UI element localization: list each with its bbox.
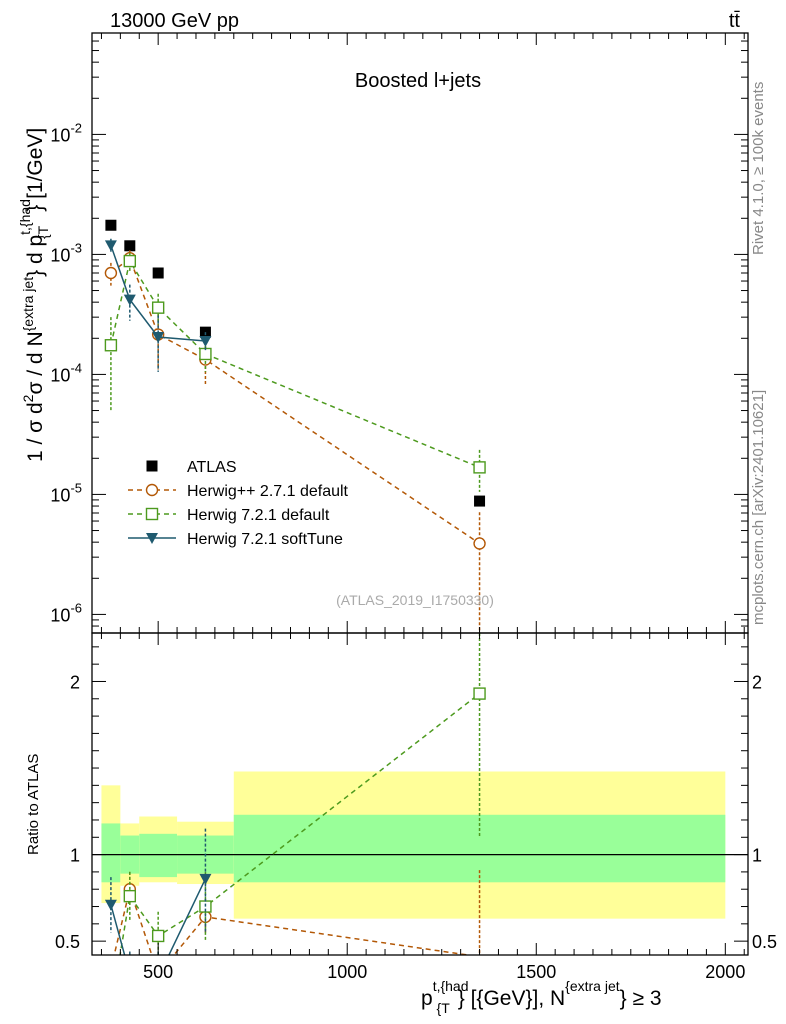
ratio-y-axis-label: Ratio to ATLAS bbox=[25, 754, 42, 855]
ratio-y-tick-label-right: 1 bbox=[752, 846, 762, 866]
main-panel-series bbox=[104, 219, 486, 633]
ratio-y-tick-label-left: 1 bbox=[70, 846, 80, 866]
series-line bbox=[110, 259, 480, 469]
series-herwig-7-2-1-softtune bbox=[104, 238, 212, 372]
legend-item: ATLAS bbox=[146, 459, 237, 476]
x-axis-label: pt,{had {T} [{GeV}], N{extra jet} ≥ 3 bbox=[421, 978, 662, 1016]
data-point bbox=[473, 461, 486, 474]
y-tick-label: 10-3 bbox=[50, 240, 82, 265]
legend-marker bbox=[145, 483, 159, 497]
ratio-line bbox=[110, 878, 207, 955]
data-point bbox=[104, 240, 117, 252]
plot-title: Boosted l+jets bbox=[355, 70, 481, 92]
series-herwig-7-2-1-default bbox=[104, 252, 486, 492]
data-point bbox=[473, 537, 486, 550]
ratio-panel-series bbox=[104, 633, 486, 955]
y-tick-label: 10-4 bbox=[50, 360, 82, 385]
data-point bbox=[124, 240, 136, 252]
series-line bbox=[110, 256, 480, 545]
data-point bbox=[123, 254, 137, 268]
ratio-uncertainty-bands bbox=[92, 771, 748, 919]
series-line bbox=[110, 245, 206, 342]
legend-label: Herwig 7.2.1 default bbox=[187, 507, 330, 524]
data-point bbox=[152, 332, 165, 344]
analysis-watermark: (ATLAS_2019_I1750330) bbox=[336, 592, 494, 608]
x-tick-label: 500 bbox=[143, 962, 173, 982]
ratio-point bbox=[104, 899, 117, 911]
data-point bbox=[199, 335, 212, 347]
data-point bbox=[105, 219, 117, 231]
series-atlas bbox=[105, 219, 486, 507]
rivet-version-label: Rivet 4.1.0, ≥ 100k events bbox=[750, 82, 767, 255]
ratio-point bbox=[123, 889, 137, 903]
legend: ATLAS Herwig++ 2.7.1 default Herwig 7.2.1 … bbox=[128, 459, 349, 548]
legend-item: Herwig 7.2.1 default bbox=[128, 507, 330, 524]
x-tick-label: 2000 bbox=[705, 962, 745, 982]
ratio-y-tick-label-left: 2 bbox=[70, 672, 80, 692]
ratio-y-tick-label-right: 0.5 bbox=[752, 932, 777, 952]
data-point bbox=[123, 294, 136, 306]
axes: 500 1000 1500 2000 10-6 10-5 10-4 10-3 10-2 0.5 0.… bbox=[50, 32, 777, 982]
data-point bbox=[152, 267, 164, 279]
ratio-point bbox=[151, 929, 165, 943]
legend-marker bbox=[146, 460, 158, 472]
y-tick-label: 10-2 bbox=[50, 120, 82, 145]
legend-label: Herwig 7.2.1 softTune bbox=[187, 531, 343, 548]
ratio-line bbox=[113, 886, 473, 955]
legend-item: Herwig++ 2.7.1 default bbox=[128, 483, 349, 500]
ratio-band-inner bbox=[139, 833, 178, 878]
legend-marker bbox=[146, 533, 158, 544]
ratio-band-inner bbox=[101, 823, 121, 883]
energy-label: 13000 GeV pp bbox=[110, 10, 239, 32]
y-tick-label: 10-5 bbox=[50, 480, 82, 505]
legend-label: ATLAS bbox=[187, 459, 237, 476]
data-point bbox=[104, 266, 118, 280]
legend-marker bbox=[145, 507, 159, 521]
ratio-y-tick-label-left: 0.5 bbox=[55, 932, 80, 952]
x-tick-label: 1500 bbox=[516, 962, 556, 982]
legend-item: Herwig 7.2.1 softTune bbox=[128, 531, 343, 548]
ratio-point bbox=[199, 873, 212, 885]
y-axis-label: 1 / σ d2σ / d N{extra jet} d pt,{had {T} … bbox=[17, 128, 51, 462]
legend-label: Herwig++ 2.7.1 default bbox=[187, 483, 349, 500]
data-point bbox=[104, 339, 118, 352]
source-label: mcplots.cern.ch [arXiv:2401.10621] bbox=[750, 390, 767, 625]
data-point bbox=[151, 301, 165, 314]
ratio-frame bbox=[91, 632, 749, 956]
ratio-series-herwig-7-2-1-softtune bbox=[104, 828, 212, 955]
data-point bbox=[474, 495, 486, 507]
ratio-point bbox=[473, 687, 486, 700]
y-tick-label: 10-6 bbox=[50, 600, 82, 625]
process-label: tt̄ bbox=[729, 10, 741, 32]
ratio-y-tick-label-right: 2 bbox=[752, 672, 762, 692]
x-tick-label: 1000 bbox=[327, 962, 367, 982]
